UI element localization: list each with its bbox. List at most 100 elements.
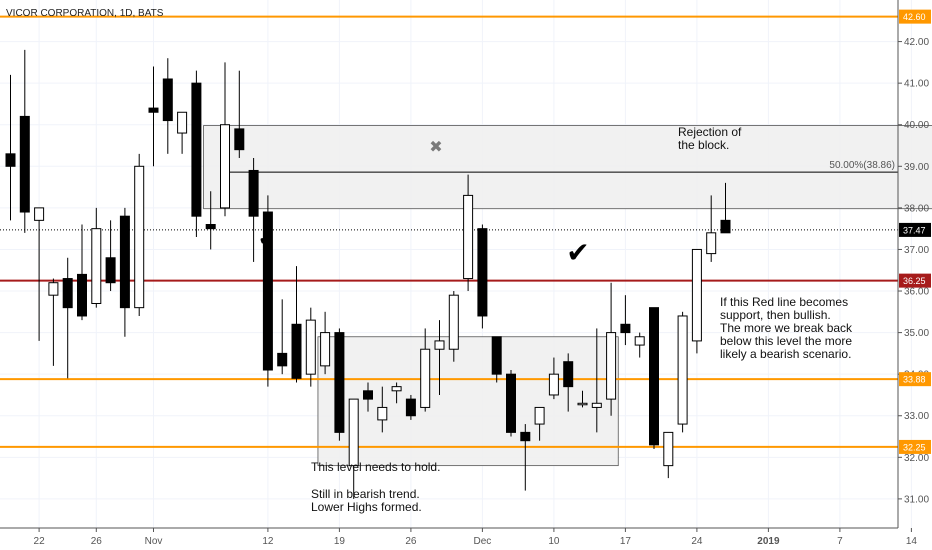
x-tick-label: 26 (405, 536, 417, 547)
candle-body (377, 406, 388, 421)
orange-level-tag (899, 372, 931, 387)
candle-body (577, 402, 588, 406)
candle-body (706, 232, 717, 255)
candle-body (691, 248, 702, 342)
chart-title: VICOR CORPORATION, 1D, BATS (6, 8, 164, 19)
candle-body (334, 332, 345, 433)
candle-body (277, 352, 288, 367)
red-line-note-line: likely a bearish scenario. (720, 347, 851, 361)
candle-body (434, 340, 445, 350)
candle-body (620, 323, 631, 334)
orange-level-tag-label: 32.25 (903, 442, 926, 452)
x-tick-label: 12 (262, 536, 274, 547)
y-tick-label: 39.00 (904, 162, 929, 173)
x-tick-label: 26 (91, 536, 103, 547)
trend-note-line: Still in bearish trend. (311, 487, 420, 501)
candle-body (649, 307, 659, 446)
y-tick-label: 33.00 (904, 411, 929, 422)
y-tick-label: 32.00 (904, 453, 929, 464)
candle-body (148, 107, 159, 113)
candle-body (220, 124, 230, 209)
candle-body (363, 390, 373, 400)
candle-body (48, 282, 59, 296)
candle-body (677, 315, 688, 425)
y-tick-label: 35.00 (904, 328, 929, 339)
candle-body (606, 332, 617, 400)
candle-body (548, 373, 559, 396)
y-tick-label: 37.00 (904, 245, 929, 256)
candle-body (463, 194, 474, 280)
x-tick-label: 24 (691, 536, 703, 547)
candle-body (477, 228, 488, 317)
candle-layer (5, 49, 731, 499)
candle-body (162, 78, 173, 122)
x-tick-label: Dec (474, 536, 492, 547)
candle-body (5, 153, 16, 167)
candle-body (62, 278, 73, 309)
candle-body (448, 294, 459, 350)
candle-body (77, 273, 87, 317)
orange-level-tag-label: 33.88 (903, 375, 926, 385)
candle-body (191, 82, 202, 217)
candle-body (248, 169, 259, 217)
candle-body (305, 319, 316, 375)
trend-note: Still in bearish trend. Lower Highs forme… (311, 487, 422, 514)
x-tick-label: 14 (906, 536, 918, 547)
rejection-block-zone (203, 125, 932, 210)
orange-level-tag (899, 439, 931, 454)
candle-body (663, 431, 674, 467)
candle-body (563, 361, 574, 388)
candle-body (634, 336, 645, 346)
y-tick-label: 41.00 (904, 79, 929, 90)
red-line-note-line: If this Red line becomes (720, 295, 848, 309)
candle-body (405, 398, 416, 417)
y-tick-label: 31.00 (904, 494, 929, 505)
candle-body (262, 211, 273, 371)
rejection-note: Rejection of the block. (678, 125, 742, 152)
candle-body (119, 215, 130, 309)
candle-body (720, 219, 731, 234)
candle-body (391, 386, 402, 392)
orange-level-tag-label: 42.60 (903, 12, 926, 22)
hold-note: This level needs to hold. (311, 460, 440, 474)
x-tick-label: 10 (548, 536, 560, 547)
fib-label: 50.00%(38.86) (829, 160, 895, 171)
candle-body (520, 431, 531, 442)
last-price-tag-label: 37.47 (903, 225, 926, 235)
x-tick-label: 22 (34, 536, 46, 547)
candle-body (91, 228, 102, 304)
candle-body (591, 402, 602, 408)
trend-note-line: Lower Highs formed. (311, 500, 422, 514)
x-mark-icon: ✖ (429, 137, 442, 156)
red-line-note-line: below this level the more (720, 334, 852, 348)
candle-body (205, 224, 216, 230)
candle-body (134, 165, 145, 309)
check-small-icon: ✔ (258, 229, 273, 250)
candle-body (491, 336, 502, 375)
annotation-layer: Rejection of the block. If this Red line b… (258, 125, 853, 514)
red-level-tag (899, 273, 931, 288)
x-tick-label: 17 (620, 536, 632, 547)
candle-body (177, 111, 188, 134)
y-tick-label: 42.00 (904, 37, 929, 48)
x-tick-label: 19 (334, 536, 346, 547)
y-tick-label: 40.00 (904, 120, 929, 131)
candle-body (320, 332, 331, 367)
last-price-tag (899, 222, 931, 237)
y-tick-label: 36.00 (904, 287, 929, 298)
x-tick-label: 2019 (757, 536, 780, 547)
red-line-note-line: The more we break back (720, 321, 853, 335)
x-tick-label: 7 (837, 536, 843, 547)
candle-body (105, 257, 116, 284)
level-layer: 50.00%(38.86) (0, 15, 898, 448)
orange-level-tag (899, 9, 931, 24)
y-tick-label: 38.00 (904, 203, 929, 214)
candle-body (534, 406, 545, 425)
candle-body (348, 398, 359, 467)
candle-body (19, 115, 30, 213)
check-large-icon: ✔ (566, 236, 589, 269)
candle-body (291, 323, 302, 379)
red-line-note-line: support, then bullish. (720, 308, 831, 322)
